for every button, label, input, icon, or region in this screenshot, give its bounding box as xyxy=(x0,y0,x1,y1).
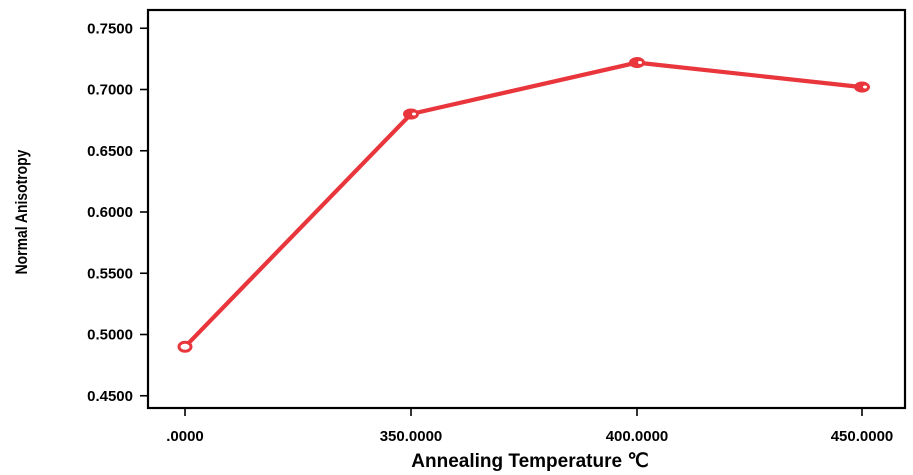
series-layer xyxy=(177,57,870,353)
data-point xyxy=(854,81,870,93)
x-tick-label: 350.0000 xyxy=(380,428,443,445)
x-axis-title: Annealing Temperature ℃ xyxy=(411,451,648,472)
data-point xyxy=(629,57,645,69)
y-axis-title: Normal Anisotropy xyxy=(13,149,32,274)
x-tick-label: 400.0000 xyxy=(606,428,669,445)
data-point-highlight xyxy=(863,85,867,89)
y-axis: 0.4500 0.5000 0.5500 0.6000 0.6500 0.7000 0.75… xyxy=(87,20,148,405)
x-tick-label: .0000 xyxy=(166,428,204,445)
data-point-highlight xyxy=(638,61,642,65)
y-tick-label: 0.4500 xyxy=(87,388,133,405)
y-tick-label: 0.7000 xyxy=(87,82,133,99)
x-axis: .0000 350.0000 400.0000 450.0000 xyxy=(166,408,893,445)
plot-frame xyxy=(146,8,907,410)
data-point xyxy=(403,108,419,120)
y-tick-label: 0.5000 xyxy=(87,327,133,344)
plot-area-border xyxy=(146,8,907,410)
data-point xyxy=(177,340,193,353)
y-tick-label: 0.6000 xyxy=(87,204,133,221)
y-tick-label: 0.7500 xyxy=(87,20,133,37)
series-line xyxy=(182,60,865,349)
y-tick-label: 0.6500 xyxy=(87,143,133,160)
x-tick-label: 450.0000 xyxy=(831,428,894,445)
data-point-highlight xyxy=(412,112,416,116)
y-tick-label: 0.5500 xyxy=(87,265,133,282)
